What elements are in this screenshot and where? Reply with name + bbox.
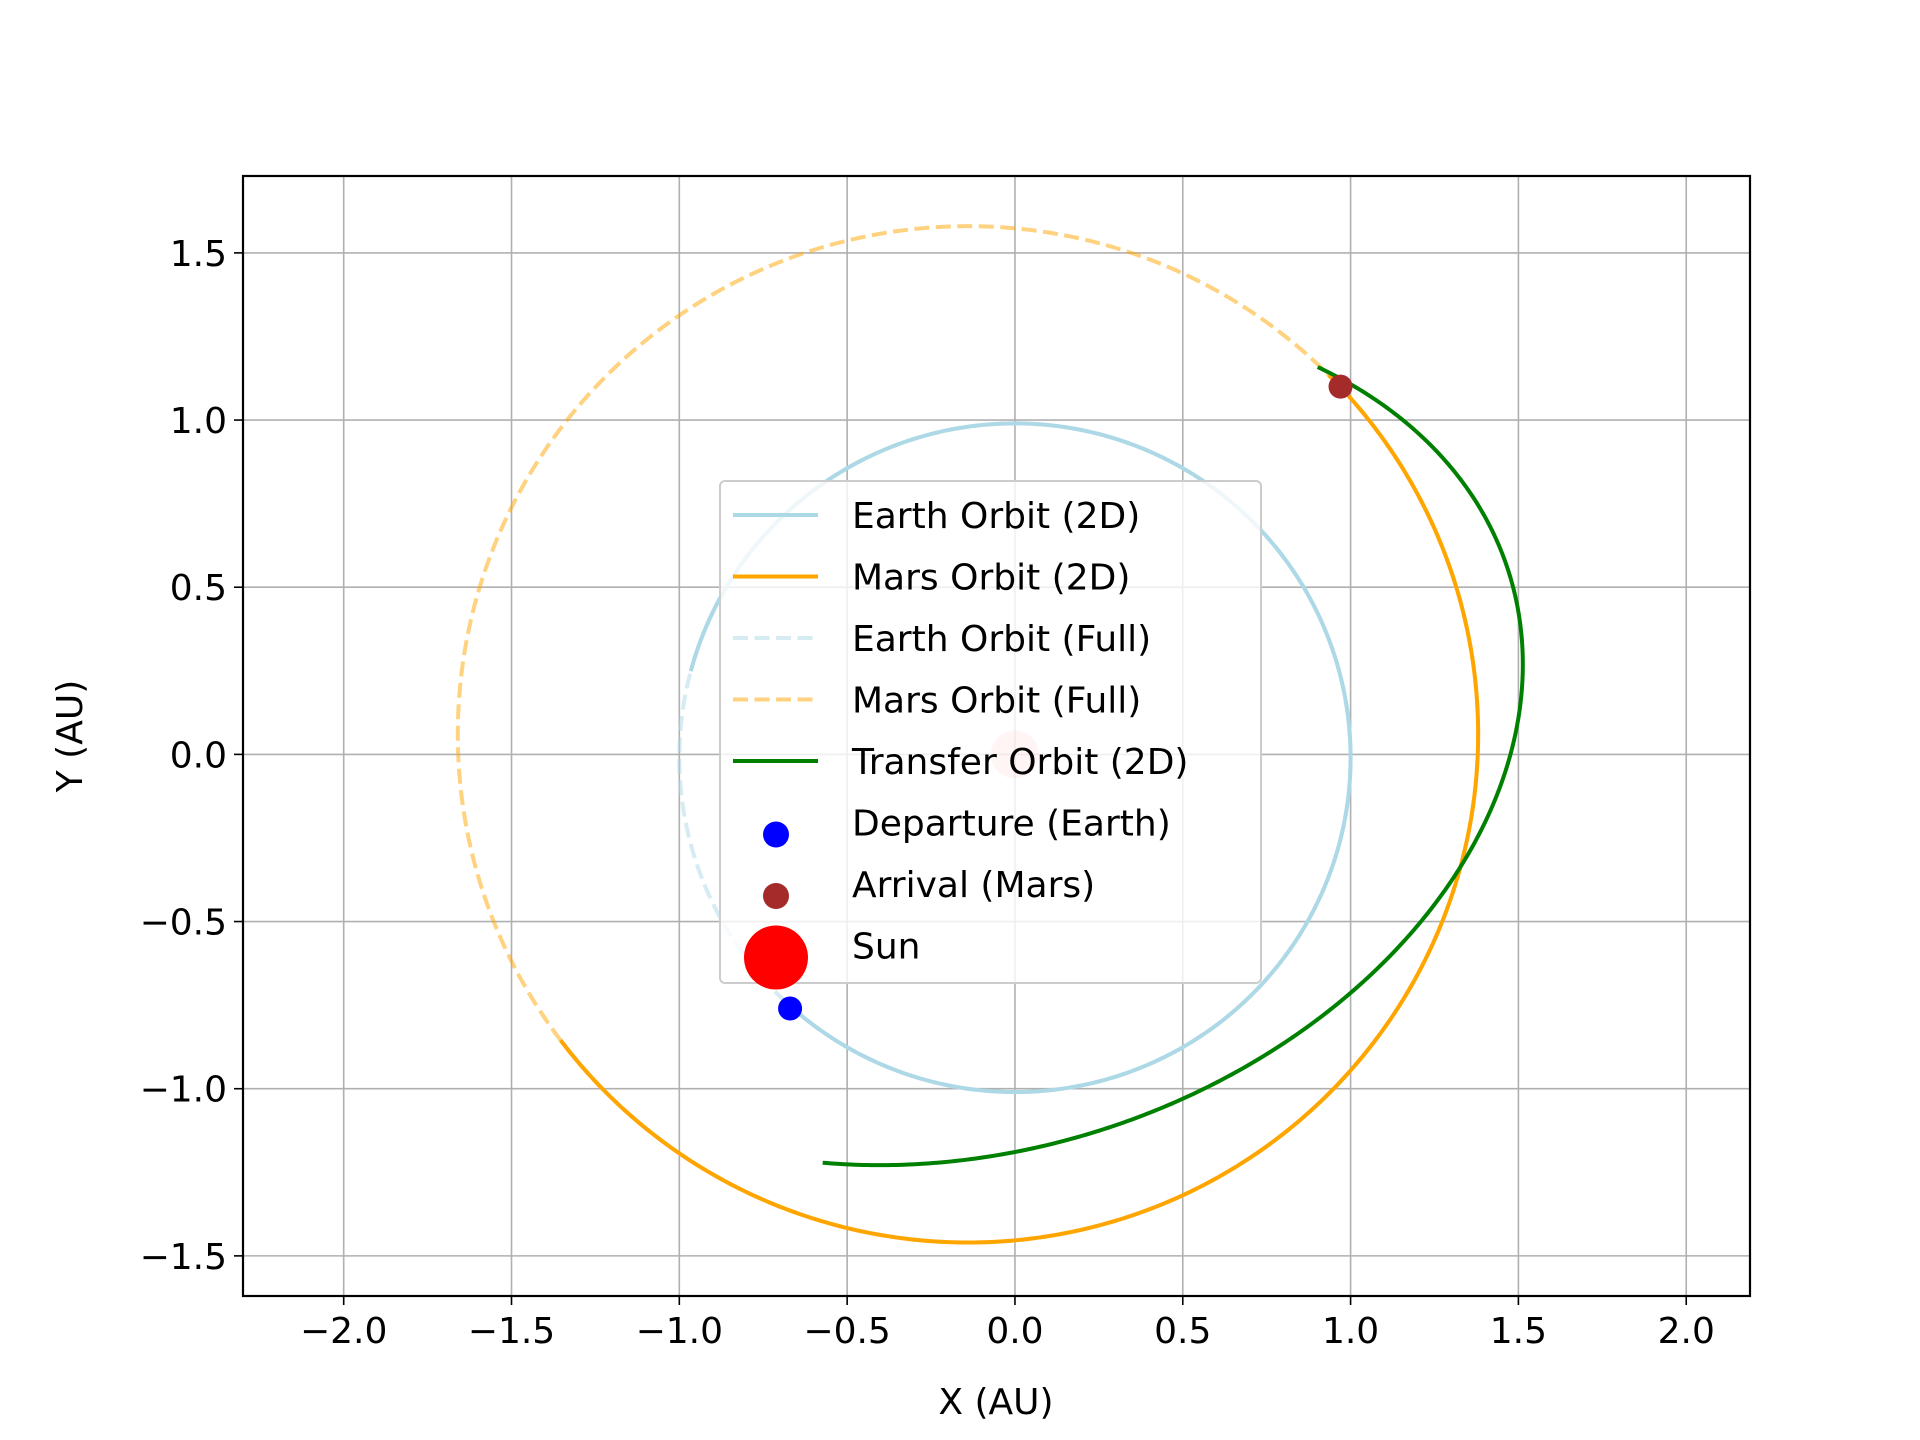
point-arrival-mars (1328, 374, 1353, 399)
legend-item: Sun (744, 925, 920, 990)
legend-label: Mars Orbit (Full) (852, 681, 1141, 722)
y-tick-label: 0.5 (170, 568, 227, 609)
y-tick-label: 0.0 (170, 735, 227, 776)
x-tick-label: −0.5 (803, 1311, 890, 1352)
x-tick-label: 1.0 (1322, 1311, 1379, 1352)
legend-item: Mars Orbit (2D) (733, 558, 1130, 599)
x-tick-label: −2.0 (300, 1311, 387, 1352)
legend-item: Earth Orbit (Full) (733, 619, 1151, 660)
point-departure-earth (778, 996, 803, 1021)
x-axis-label: X (AU) (938, 1382, 1053, 1423)
legend-label: Transfer Orbit (2D) (851, 742, 1188, 783)
ticks: −2.0 −1.5 −1.0 −0.5 0.0 0.5 1.0 1.5 2.0 −1.5 −1.0 −… (140, 234, 1715, 1352)
y-tick-label: 1.5 (170, 234, 227, 275)
x-tick-label: 0.0 (986, 1311, 1043, 1352)
y-tick-label: −0.5 (140, 903, 227, 944)
series-earth-orbit-2d (688, 421, 1353, 1095)
x-tick-label: −1.5 (468, 1311, 555, 1352)
legend-item: Departure (Earth) (763, 804, 1171, 848)
legend: Earth Orbit (2D) Mars Orbit (2D) Earth Orb… (719, 480, 1262, 990)
legend-label: Arrival (Mars) (852, 865, 1095, 906)
legend-dot-swatch (763, 883, 789, 909)
legend-label: Sun (852, 927, 920, 968)
legend-dot-swatch (763, 821, 789, 848)
x-tick-label: 2.0 (1658, 1311, 1715, 1352)
x-tick-label: 1.5 (1490, 1311, 1547, 1352)
legend-item: Earth Orbit (2D) (733, 496, 1140, 537)
axes-frame (241, 174, 1752, 1298)
y-tick-label: −1.0 (140, 1070, 227, 1111)
legend-item: Mars Orbit (Full) (733, 681, 1141, 722)
y-tick-label: 1.0 (170, 401, 227, 442)
series-mars-orbit-2d (558, 373, 1481, 1245)
legend-label: Mars Orbit (2D) (852, 558, 1130, 599)
x-tick-label: 0.5 (1154, 1311, 1211, 1352)
legend-item: Arrival (Mars) (763, 865, 1095, 909)
legend-label: Earth Orbit (Full) (852, 619, 1151, 660)
y-tick-label: −1.5 (140, 1237, 227, 1278)
legend-dot-swatch (744, 925, 808, 990)
legend-frame (719, 480, 1262, 984)
y-axis-label: Y (AU) (50, 680, 91, 794)
x-tick-label: −1.0 (636, 1311, 723, 1352)
legend-item: Transfer Orbit (2D) (733, 742, 1188, 783)
legend-label: Departure (Earth) (852, 804, 1171, 845)
series-transfer-orbit-2d (822, 365, 1525, 1168)
legend-label: Earth Orbit (2D) (852, 496, 1140, 537)
